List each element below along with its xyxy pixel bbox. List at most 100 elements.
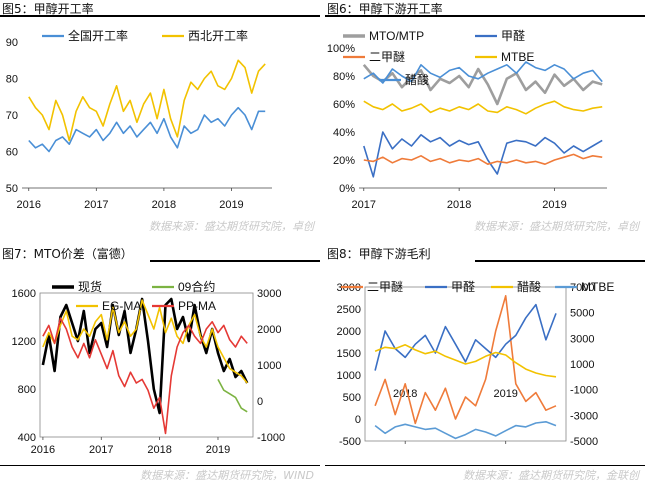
y-tick-label: 800 [18, 384, 36, 396]
y-tick-label: 0% [339, 183, 355, 195]
x-tick-label: 2018 [152, 199, 176, 211]
panel-7-header: 图7：MTO价差（富德） [0, 245, 320, 262]
y2-tick-label: -1000 [570, 385, 598, 397]
panel-6-title-rule [325, 15, 645, 17]
series-line-2 [42, 299, 248, 384]
panel-5: 图5：甲醇开工率 50 60 70 80 90 2016 2017 2018 2019 全国开工率… [0, 0, 320, 240]
legend-label-1: 09合约 [178, 279, 215, 294]
y-tick-label: 60% [333, 99, 355, 111]
panel-7-title: 图7：MTO价差（富德） [2, 247, 133, 261]
x-tick-label: 2019 [206, 444, 230, 456]
panel-8-header: 图8：甲醇下游毛利 [325, 245, 645, 262]
series-line-4 [363, 61, 603, 84]
x-tick-label: 2019 [542, 199, 566, 211]
y-tick-label: 500 [343, 392, 361, 404]
y-tick-label: 80% [333, 71, 355, 83]
legend-label-1: 甲醛 [501, 28, 525, 43]
panel-5-chart: 50 60 70 80 90 2016 2017 2018 2019 全国开工率 西北开工率 [6, 28, 272, 211]
y-tick-label: 60 [6, 147, 18, 159]
panel-8: 图8：甲醇下游毛利 -500050010001500200025003000-5… [325, 245, 645, 485]
legend-label-3: PP-MA [178, 299, 216, 313]
y2-tick-label: 3000 [257, 288, 281, 300]
y-tick-label: 20% [333, 155, 355, 167]
panel-5-source: 数据来源：盛达期货研究院，卓创 [149, 220, 314, 233]
legend-label-0: MTO/MTP [369, 29, 424, 43]
y2-tick-label: 2000 [257, 324, 281, 336]
legend-label-2: 二甲醚 [369, 50, 405, 64]
panel-7-chart: 400 800 1200 1600 -1000 0 1000 2000 3000 2016 2017… [12, 279, 286, 456]
panel-6-chart: 0% 20% 40% 60% 80% 100% 2017 2018 2019 MTO/MTP 甲醛二… [327, 28, 607, 211]
series-line-1 [363, 131, 603, 178]
x-tick-label: 2018 [393, 388, 417, 400]
y-tick-label: 400 [18, 432, 36, 444]
legend-label-2: EG-MA [102, 299, 141, 313]
panel-8-title-rule [475, 260, 645, 262]
legend-label-1: 甲醛 [451, 279, 475, 294]
y2-tick-label: 1000 [570, 359, 594, 371]
x-tick-label: 2017 [352, 199, 376, 211]
y-tick-label: 2500 [337, 304, 361, 316]
panel-8-chart: -500050010001500200025003000-5000-3000-1… [337, 279, 615, 448]
series-line-3 [363, 100, 603, 115]
series-line-3 [374, 421, 557, 440]
series-line-2 [363, 153, 603, 165]
x-tick-label: 2017 [89, 444, 113, 456]
panel-8-bottom-rule [325, 465, 645, 466]
y-tick-label: 1000 [337, 370, 361, 382]
series-line-1 [374, 303, 557, 371]
x-tick-label: 2016 [31, 444, 55, 456]
panel-7-source: 数据来源：盛达期货研究院，WIND [140, 469, 314, 482]
series-line-0 [374, 294, 557, 425]
y-tick-label: 80 [6, 74, 18, 86]
plot-frame [39, 292, 254, 438]
y-tick-label: 0 [355, 414, 361, 426]
y2-tick-label: -3000 [570, 410, 598, 422]
plot-frame [364, 286, 567, 442]
legend-label-3: MTBE [581, 280, 614, 294]
series-line-0 [28, 106, 266, 153]
panel-5-title: 图5：甲醇开工率 [2, 2, 94, 16]
panel-7-title-rule [150, 260, 320, 262]
panel-5-header: 图5：甲醇开工率 [0, 0, 320, 17]
y2-tick-label: -1000 [257, 432, 285, 444]
legend-label-2: 醋酸 [517, 279, 541, 294]
y-tick-label: 40% [333, 127, 355, 139]
x-tick-label: 2016 [17, 199, 41, 211]
y-tick-label: 1500 [337, 348, 361, 360]
panel-6-header: 图6：甲醇下游开工率 [325, 0, 645, 17]
x-tick-label: 2018 [447, 199, 471, 211]
panel-6: 图6：甲醇下游开工率 0% 20% 40% 60% 80% 100% 2017 2018 201… [325, 0, 645, 240]
panel-7-bottom-rule [0, 465, 320, 466]
legend-label-0: 二甲醚 [367, 280, 403, 294]
x-tick-label: 2019 [219, 199, 243, 211]
series-line-1 [28, 59, 266, 142]
series-line-0 [41, 297, 249, 415]
panel-6-title: 图6：甲醇下游开工率 [327, 2, 443, 16]
series-line-1 [217, 379, 248, 413]
y2-tick-label: 5000 [570, 308, 594, 320]
y2-tick-label: 3000 [570, 333, 594, 345]
y-tick-label: 100% [327, 43, 355, 55]
x-tick-label: 2018 [147, 444, 171, 456]
y-tick-label: 70 [6, 110, 18, 122]
series-line-3 [42, 317, 248, 435]
y-tick-label: 90 [6, 37, 18, 49]
legend-label-1: 西北开工率 [188, 28, 248, 43]
y-tick-label: -500 [339, 436, 361, 448]
y-tick-label: 50 [6, 183, 18, 195]
panel-5-title-rule [0, 15, 320, 17]
y2-tick-label: 7000 [570, 282, 594, 294]
legend-label-0: 现货 [78, 279, 102, 294]
legend-label-0: 全国开工率 [68, 28, 128, 43]
x-tick-label: 2017 [84, 199, 108, 211]
panel-7: 图7：MTO价差（富德） 400 800 1200 1600 -1000 0 1000 200… [0, 245, 320, 485]
panel-8-source: 数据来源：盛达期货研究院，金联创 [463, 469, 639, 482]
y2-tick-label: -5000 [570, 436, 598, 448]
panel-6-source: 数据来源：盛达期货研究院，卓创 [474, 220, 639, 233]
panel-8-title: 图8：甲醇下游毛利 [327, 247, 431, 261]
y-tick-label: 1200 [12, 336, 36, 348]
y2-tick-label: 1000 [257, 360, 281, 372]
y-tick-label: 1600 [12, 288, 36, 300]
x-tick-label: 2019 [493, 388, 517, 400]
y-tick-label: 2000 [337, 326, 361, 338]
